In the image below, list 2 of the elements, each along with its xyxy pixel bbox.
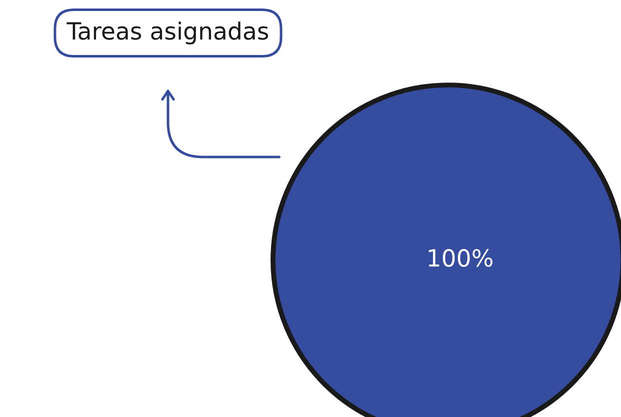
data-label: 100% xyxy=(428,248,492,267)
slice-label: Tareas asignadas xyxy=(66,22,268,44)
